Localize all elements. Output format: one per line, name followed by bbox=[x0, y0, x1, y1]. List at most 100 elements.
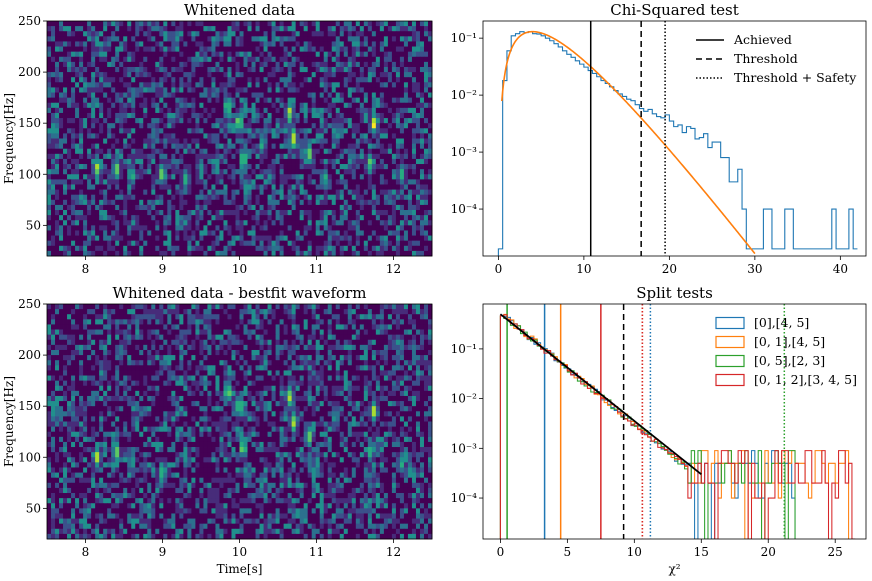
heatmap-cell bbox=[159, 153, 164, 160]
heatmap-cell bbox=[115, 143, 120, 150]
heatmap-cell bbox=[403, 225, 409, 231]
heatmap-cell bbox=[319, 240, 325, 247]
heatmap-cell bbox=[139, 169, 144, 175]
heatmap-cell bbox=[287, 240, 293, 247]
heatmap-cell bbox=[151, 204, 156, 211]
heatmap-cell bbox=[395, 138, 401, 145]
heatmap-cell bbox=[191, 21, 196, 27]
heatmap-cell bbox=[379, 158, 385, 165]
heatmap-cell bbox=[419, 215, 425, 221]
heatmap-cell bbox=[211, 189, 216, 196]
heatmap-cell bbox=[255, 41, 260, 47]
heatmap-cell bbox=[183, 240, 188, 247]
heatmap-cell bbox=[75, 204, 80, 211]
heatmap-cell bbox=[47, 72, 52, 78]
heatmap-cell bbox=[55, 204, 60, 211]
heatmap-cell bbox=[95, 118, 100, 124]
heatmap-cell bbox=[327, 148, 333, 155]
heatmap-cell bbox=[183, 21, 188, 27]
heatmap-cell bbox=[107, 174, 112, 180]
heatmap-cell bbox=[187, 138, 192, 145]
heatmap-cell bbox=[167, 230, 172, 236]
heatmap-cell bbox=[147, 210, 152, 216]
heatmap-cell bbox=[319, 309, 325, 315]
heatmap-cell bbox=[111, 250, 116, 257]
heatmap-cell bbox=[87, 92, 92, 99]
heatmap-cell bbox=[91, 143, 96, 150]
heatmap-cell bbox=[359, 319, 365, 325]
heatmap-cell bbox=[123, 199, 128, 206]
heatmap-cell bbox=[323, 204, 329, 211]
heatmap-cell bbox=[311, 210, 317, 216]
heatmap-cell bbox=[223, 210, 228, 216]
heatmap-cell bbox=[227, 215, 232, 221]
heatmap-cell bbox=[59, 66, 64, 73]
heatmap-cell bbox=[175, 143, 180, 150]
heatmap-cell bbox=[183, 128, 188, 134]
heatmap-cell bbox=[119, 245, 124, 252]
heatmap-cell bbox=[271, 220, 276, 226]
heatmap-cell bbox=[251, 21, 256, 27]
heatmap-cell bbox=[331, 82, 337, 88]
heatmap-cell bbox=[251, 199, 256, 206]
heatmap-cell bbox=[427, 153, 433, 160]
heatmap-cell bbox=[303, 319, 309, 325]
heatmap-cell bbox=[415, 56, 421, 63]
heatmap-cell bbox=[91, 184, 96, 190]
heatmap-cell bbox=[115, 174, 120, 180]
heatmap-cell bbox=[187, 164, 192, 170]
heatmap-cell bbox=[51, 174, 56, 180]
heatmap-cell bbox=[387, 128, 393, 134]
heatmap-cell bbox=[343, 199, 349, 206]
heatmap-cell bbox=[407, 26, 413, 32]
heatmap-cell bbox=[71, 324, 76, 330]
heatmap-cell bbox=[103, 92, 108, 99]
heatmap-cell bbox=[395, 304, 401, 310]
heatmap-cell bbox=[323, 148, 329, 155]
heatmap-cell bbox=[119, 26, 124, 32]
heatmap-cell bbox=[103, 118, 108, 124]
heatmap-cell bbox=[239, 36, 244, 42]
heatmap-cell bbox=[427, 184, 433, 190]
heatmap-cell bbox=[331, 314, 337, 320]
heatmap-cell bbox=[255, 230, 260, 236]
heatmap-cell bbox=[363, 309, 369, 315]
heatmap-cell bbox=[47, 41, 52, 47]
heatmap-cell bbox=[55, 51, 60, 58]
heatmap-cell bbox=[79, 66, 84, 73]
heatmap-cell bbox=[351, 21, 357, 27]
heatmap-cell bbox=[355, 240, 361, 247]
heatmap-cell bbox=[83, 215, 88, 221]
heatmap-cell bbox=[255, 56, 260, 63]
heatmap-cell bbox=[311, 92, 317, 99]
heatmap-cell bbox=[219, 199, 224, 206]
heatmap-cell bbox=[351, 87, 357, 93]
heatmap-cell bbox=[211, 112, 216, 119]
heatmap-cell bbox=[211, 118, 216, 124]
heatmap-cell bbox=[51, 143, 56, 150]
heatmap-cell bbox=[191, 304, 196, 310]
heatmap-cell bbox=[135, 148, 140, 155]
heatmap-cell bbox=[407, 309, 413, 315]
heatmap-cell bbox=[119, 77, 124, 83]
heatmap-cell bbox=[123, 92, 128, 99]
heatmap-cell bbox=[399, 230, 405, 236]
heatmap-cell bbox=[163, 72, 168, 78]
heatmap-cell bbox=[135, 123, 140, 129]
heatmap-cell bbox=[287, 41, 293, 47]
heatmap-cell bbox=[407, 77, 413, 83]
heatmap-cell bbox=[335, 31, 341, 37]
heatmap-cell bbox=[191, 107, 196, 114]
heatmap-cell bbox=[155, 143, 160, 150]
heatmap-cell bbox=[323, 189, 329, 196]
heatmap-cell bbox=[403, 36, 409, 42]
heatmap-cell bbox=[123, 61, 128, 68]
heatmap-cell bbox=[163, 215, 168, 221]
heatmap-cell bbox=[319, 82, 325, 88]
heatmap-cell bbox=[75, 41, 80, 47]
heatmap-cell bbox=[351, 164, 357, 170]
heatmap-cell bbox=[327, 153, 333, 160]
heatmap-cell bbox=[143, 194, 148, 201]
heatmap-cell bbox=[391, 158, 397, 165]
heatmap-cell bbox=[327, 324, 333, 330]
